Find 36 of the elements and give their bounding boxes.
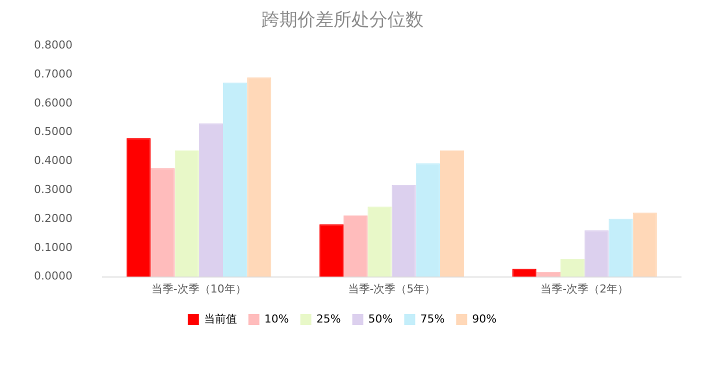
- bar: [223, 82, 248, 277]
- chart-title: 跨期价差所处分位数: [262, 9, 424, 30]
- x-tick-label: 当季-次季（5年）: [348, 282, 436, 296]
- bar: [126, 138, 151, 277]
- bar: [198, 123, 224, 277]
- y-tick-label: 0.6000: [34, 96, 72, 110]
- bar: [150, 168, 175, 277]
- bar: [512, 268, 536, 277]
- bar: [416, 163, 440, 277]
- bar: [632, 212, 657, 277]
- bar: [584, 230, 609, 277]
- legend-label: 10%: [264, 312, 289, 326]
- legend-label: 25%: [316, 312, 341, 326]
- y-tick-label: 0.1000: [34, 240, 72, 254]
- bar: [440, 150, 464, 277]
- bar: [319, 224, 344, 277]
- y-tick-label: 0.4000: [34, 154, 72, 168]
- x-tick-label: 当季-次季（10年）: [151, 282, 246, 296]
- y-tick-label: 0.0000: [34, 270, 72, 283]
- y-tick-label: 0.7000: [34, 67, 72, 80]
- x-tick-label: 当季-次季（2年）: [540, 282, 629, 296]
- bar: [344, 216, 368, 277]
- legend-label: 90%: [472, 312, 497, 326]
- legend-label: 75%: [420, 312, 445, 326]
- bar: [608, 218, 633, 277]
- bar: [368, 206, 392, 277]
- legend-label: 50%: [368, 312, 393, 326]
- bar: [247, 77, 272, 277]
- bar: [560, 258, 585, 277]
- y-tick-label: 0.3000: [34, 182, 72, 196]
- legend-label: 当前值: [204, 312, 237, 326]
- y-tick-label: 0.5000: [34, 125, 72, 138]
- y-tick-label: 0.8000: [34, 38, 72, 52]
- bar: [174, 150, 199, 277]
- y-tick-label: 0.2000: [34, 212, 72, 225]
- bar: [392, 184, 416, 277]
